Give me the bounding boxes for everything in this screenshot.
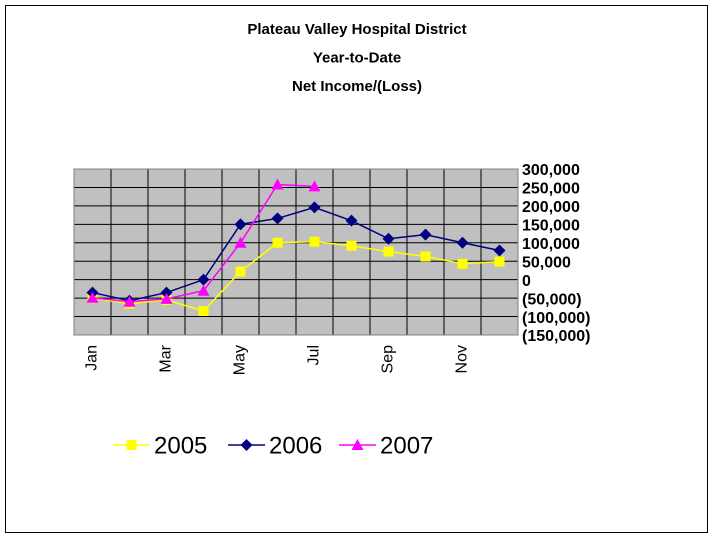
marker (272, 237, 283, 248)
y-tick-label: 0 (522, 273, 531, 290)
marker (457, 258, 468, 269)
marker (197, 284, 210, 296)
marker (493, 244, 506, 257)
marker (346, 240, 357, 251)
marker (308, 201, 321, 214)
y-tick-label: 250,000 (522, 181, 580, 198)
x-tick-label: May (232, 345, 249, 375)
legend-marker (240, 439, 253, 451)
series-line (92, 240, 500, 312)
plot-border (73, 168, 519, 336)
y-tick-label: (50,000) (522, 291, 582, 308)
marker (197, 273, 210, 286)
y-tick-label: 300,000 (522, 162, 580, 179)
y-tick-label: (100,000) (522, 310, 591, 327)
legend-marker (126, 440, 137, 450)
y-tick-label: 100,000 (522, 236, 580, 253)
chart-title: Plateau Valley Hospital District (247, 21, 466, 38)
marker (86, 291, 99, 303)
x-tick-label: Sep (380, 345, 397, 374)
x-tick-label: Mar (158, 344, 175, 372)
legend-label: 2005 (154, 432, 207, 459)
marker (308, 180, 321, 192)
x-tick-label: Jul (306, 345, 323, 365)
marker (160, 292, 173, 304)
legend-marker (351, 439, 364, 450)
marker (382, 232, 395, 245)
marker (456, 236, 469, 249)
marker (271, 212, 284, 225)
x-tick-label: Jan (84, 345, 101, 371)
y-tick-label: (150,000) (522, 328, 591, 345)
y-tick-label: 50,000 (522, 254, 571, 271)
chart-title: Year-to-Date (313, 49, 401, 66)
series-line (92, 206, 500, 302)
marker (345, 214, 358, 227)
marker (420, 251, 431, 262)
marker (234, 236, 247, 248)
marker (383, 246, 394, 257)
marker (198, 306, 209, 317)
marker (235, 266, 246, 277)
marker (494, 256, 505, 267)
marker (309, 236, 320, 247)
marker (271, 178, 284, 190)
chart-title: Net Income/(Loss) (292, 78, 422, 95)
marker (160, 286, 173, 299)
legend-label: 2007 (380, 432, 433, 459)
x-tick-label: Nov (454, 345, 471, 373)
marker (123, 295, 136, 307)
legend-label: 2006 (269, 432, 322, 459)
marker (419, 228, 432, 241)
y-tick-label: 150,000 (522, 218, 580, 235)
y-tick-label: 200,000 (522, 199, 580, 216)
marker (234, 218, 247, 231)
